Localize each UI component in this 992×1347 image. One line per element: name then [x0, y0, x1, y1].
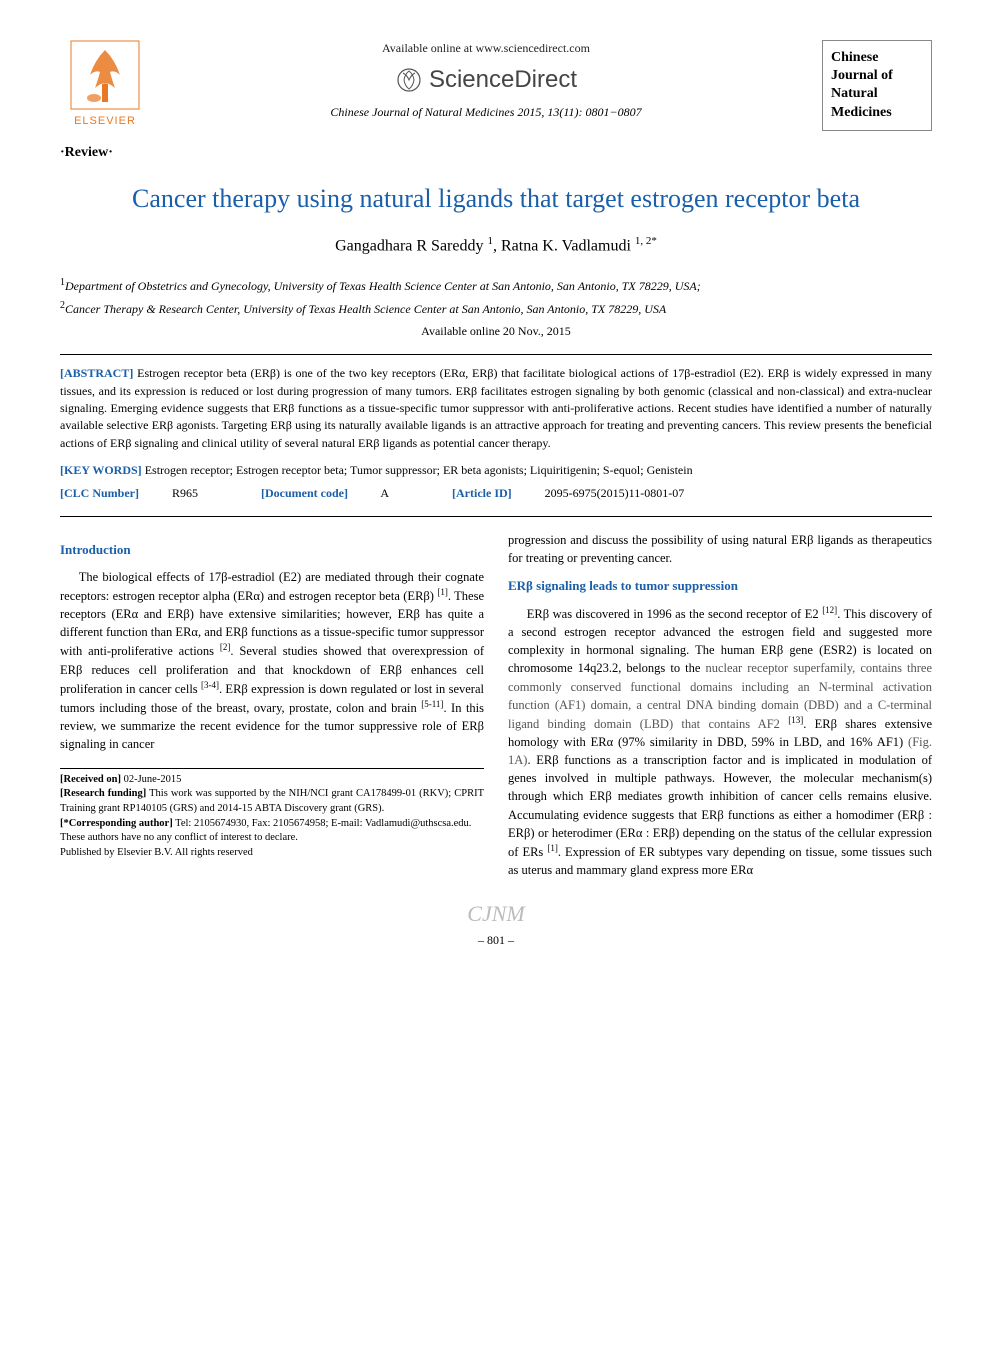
footnote-funding: [Research funding] This work was support…	[60, 787, 484, 816]
article-title: Cancer therapy using natural ligands tha…	[60, 182, 932, 216]
abstract-block: [ABSTRACT] Estrogen receptor beta (ERβ) …	[60, 365, 932, 452]
available-date: Available online 20 Nov., 2015	[60, 323, 932, 340]
keywords-label: [KEY WORDS]	[60, 463, 142, 477]
footnote-corresponding: [*Corresponding author] Tel: 2105674930,…	[60, 817, 484, 832]
doc-code-value: A	[380, 486, 389, 500]
publisher-logo-box: ELSEVIER	[60, 40, 150, 129]
footnote-conflict: These authors have no any conflict of in…	[60, 831, 484, 846]
journal-box-line: Journal of	[831, 67, 923, 85]
journal-citation: Chinese Journal of Natural Medicines 201…	[170, 104, 802, 121]
publisher-name: ELSEVIER	[60, 114, 150, 129]
body-columns: Introduction The biological effects of 1…	[60, 531, 932, 879]
sciencedirect-logo: ScienceDirect	[170, 63, 802, 97]
received-value: 02-June-2015	[124, 774, 182, 785]
article-id-label: [Article ID]	[452, 486, 512, 500]
journal-box-line: Chinese	[831, 49, 923, 67]
clc-value: R965	[172, 486, 198, 500]
page-header: ELSEVIER Available online at www.science…	[60, 40, 932, 131]
keywords-text: Estrogen receptor; Estrogen receptor bet…	[145, 463, 693, 477]
article-meta-row: [CLC Number] R965 [Document code] A [Art…	[60, 485, 932, 502]
page-number: – 801 –	[60, 932, 932, 949]
right-column: progression and discuss the possibility …	[508, 531, 932, 879]
affiliation-2: 2Cancer Therapy & Research Center, Unive…	[60, 299, 932, 318]
authors-list: Gangadhara R Sareddy 1, Ratna K. Vadlamu…	[60, 234, 932, 258]
elsevier-tree-icon	[70, 40, 140, 110]
section-heading-introduction: Introduction	[60, 541, 484, 560]
corresponding-label: [*Corresponding author]	[60, 818, 173, 829]
erb-paragraph: ERβ was discovered in 1996 as the second…	[508, 604, 932, 879]
funding-label: [Research funding]	[60, 788, 146, 799]
journal-watermark: CJNM	[60, 899, 932, 930]
doc-code-label: [Document code]	[261, 486, 348, 500]
divider	[60, 354, 932, 355]
journal-title-box: Chinese Journal of Natural Medicines	[822, 40, 932, 131]
received-label: [Received on]	[60, 774, 121, 785]
abstract-text: Estrogen receptor beta (ERβ) is one of t…	[60, 366, 932, 450]
section-heading-erb: ERβ signaling leads to tumor suppression	[508, 577, 932, 596]
intro-paragraph: The biological effects of 17β-estradiol …	[60, 568, 484, 754]
col2-lead-paragraph: progression and discuss the possibility …	[508, 531, 932, 567]
available-online-text: Available online at www.sciencedirect.co…	[170, 40, 802, 57]
corresponding-text: Tel: 2105674930, Fax: 2105674958; E-mail…	[175, 818, 471, 829]
article-type-tag: ·Review·	[60, 143, 932, 163]
footnotes-block: [Received on] 02-June-2015 [Research fun…	[60, 768, 484, 861]
divider	[60, 516, 932, 517]
footnote-copyright: Published by Elsevier B.V. All rights re…	[60, 846, 484, 861]
sciencedirect-text: ScienceDirect	[429, 63, 577, 97]
affiliation-1: 1Department of Obstetrics and Gynecology…	[60, 276, 932, 295]
journal-box-line: Natural	[831, 85, 923, 103]
page-footer: CJNM – 801 –	[60, 899, 932, 949]
center-header: Available online at www.sciencedirect.co…	[150, 40, 822, 121]
sciencedirect-icon	[395, 66, 423, 94]
keywords-row: [KEY WORDS] Estrogen receptor; Estrogen …	[60, 462, 932, 479]
clc-label: [CLC Number]	[60, 486, 139, 500]
journal-box-line: Medicines	[831, 104, 923, 122]
article-id-value: 2095-6975(2015)11-0801-07	[545, 486, 685, 500]
abstract-label: [ABSTRACT]	[60, 366, 133, 380]
left-column: Introduction The biological effects of 1…	[60, 531, 484, 879]
footnote-received: [Received on] 02-June-2015	[60, 773, 484, 788]
